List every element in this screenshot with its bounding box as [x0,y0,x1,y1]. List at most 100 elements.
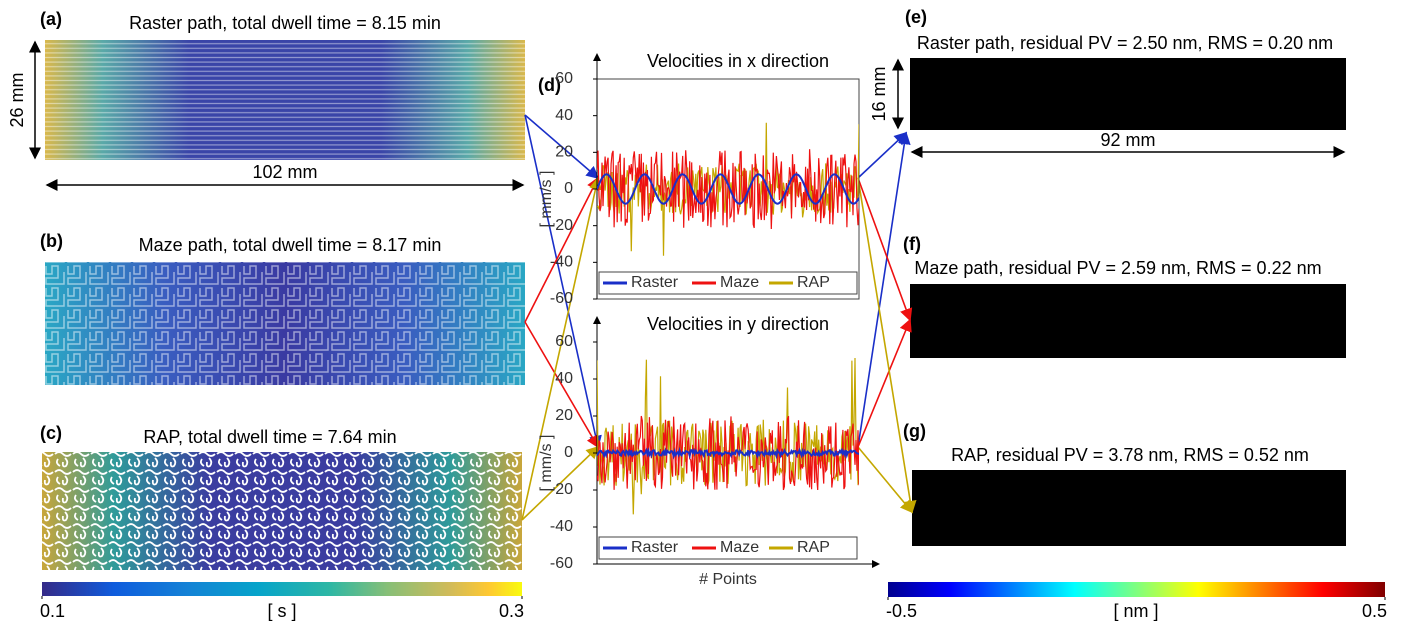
colorbar-tick-label: 0.5 [1362,601,1387,621]
heat-blob [1304,514,1344,533]
y-axis-label: [ mm/s ] [538,171,555,228]
heat-blob [975,293,991,306]
maze-path [45,262,525,385]
y-tick-label: 0 [564,180,573,197]
colorbar [888,582,1385,597]
panel-title: Maze path, total dwell time = 8.17 min [139,235,442,255]
heat-blob [902,63,920,72]
heat-blob [966,347,986,365]
y-tick-label: 0 [564,444,573,461]
heat-blob [1204,328,1232,349]
heat-blob [1133,331,1161,342]
legend-label: RAP [797,539,830,556]
panel-title: RAP, residual PV = 3.78 nm, RMS = 0.52 n… [951,445,1309,465]
heat-blob [1264,324,1290,344]
heat-blob [1186,478,1206,494]
heat-blob [1256,528,1288,555]
heat-blob [986,92,1007,112]
heat-blob [982,522,1019,538]
heat-blob [1325,283,1349,302]
heat-blob [1286,96,1309,117]
heat-blob [897,300,924,318]
rap-path [42,452,522,570]
heat-blob [1220,111,1241,134]
heat-blob [1092,320,1104,336]
heat-blob [1282,276,1309,297]
heat-blob [1250,343,1264,365]
heat-blob [1029,310,1055,324]
dimension-label: 102 mm [252,162,317,182]
heat-blob [1174,347,1203,367]
heat-blob [1045,290,1067,302]
heat-blob [993,57,1010,75]
heat-blob [934,324,952,334]
heat-blob [1029,487,1048,517]
residual-map [897,272,1354,368]
legend-label: Raster [631,274,679,291]
heat-blob [955,81,967,94]
heat-blob [1075,66,1086,78]
colorbar-unit: [ nm ] [1113,601,1158,621]
heat-blob [1263,289,1283,310]
heat-blob [990,284,1021,308]
heat-blob [961,107,972,129]
heat-blob [1175,94,1194,103]
panel-label: (e) [905,7,927,27]
panel-label: (a) [40,9,62,29]
panel-title: Maze path, residual PV = 2.59 nm, RMS = … [914,258,1321,278]
heat-blob [1090,277,1102,303]
connector [858,447,912,512]
heat-blob [927,501,968,532]
heat-blob [949,277,972,297]
panel-title: RAP, total dwell time = 7.64 min [143,427,396,447]
heat-blob [1047,104,1065,116]
heat-blob [922,81,943,99]
residual-map [906,457,1356,555]
heat-blob [1332,65,1354,80]
y-tick-label: -40 [550,518,573,535]
y-tick-label: 40 [555,370,573,387]
heat-blob [1228,312,1259,334]
dimension-label: 92 mm [1100,130,1155,150]
heat-blob [1326,110,1349,127]
heat-blob [1188,313,1204,327]
panel-label: (g) [903,421,926,441]
x-axis-label: # Points [699,571,757,588]
heat-blob [1214,498,1231,515]
heat-blob [998,471,1036,489]
signal-trace [597,149,859,229]
legend-label: Maze [720,274,759,291]
heat-blob [1235,460,1254,492]
heat-blob [1176,297,1208,311]
colorbar-tick-label: -0.5 [886,601,917,621]
residual-map [897,48,1355,140]
y-tick-label: 20 [555,407,573,424]
heat-blob [1227,79,1250,89]
legend-label: Maze [720,539,759,556]
heat-blob [1304,64,1332,86]
heat-blob [1313,465,1352,480]
connector [858,178,912,512]
heat-blob [897,113,923,123]
heat-blob [1273,76,1290,99]
heat-blob [1054,337,1076,351]
heat-blob [1110,340,1125,355]
connector [525,115,598,447]
heat-blob [1073,487,1093,519]
heat-blob [1269,57,1284,76]
y-tick-label: -60 [550,555,573,572]
chart-title: Velocities in y direction [647,314,829,334]
heat-blob [978,119,1005,136]
heat-blob [1199,86,1210,97]
heat-blob [1295,294,1313,320]
heat-blob [1211,64,1238,75]
y-tick-label: 60 [555,333,573,350]
heat-blob [1218,96,1237,113]
connector [858,133,906,178]
panel-label: (f) [903,234,921,254]
colorbar-tick-label: 0.1 [40,601,65,621]
heat-blob [1113,115,1136,126]
heat-blob [1150,463,1174,493]
heat-blob [1260,501,1300,526]
y-axis-label: [ mm/s ] [538,435,555,492]
